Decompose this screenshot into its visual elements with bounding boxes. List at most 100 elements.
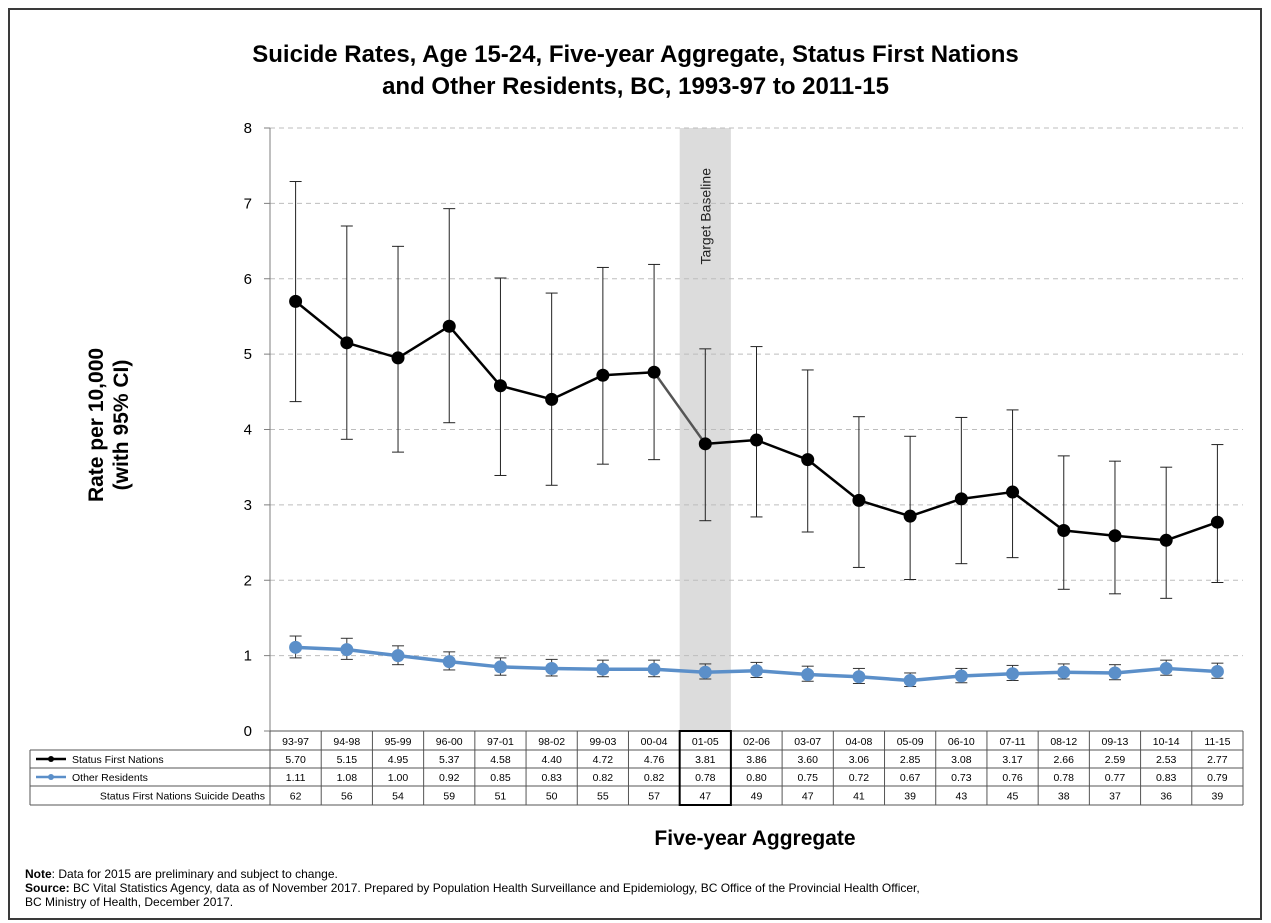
deaths-data-label: 55: [597, 791, 609, 803]
deaths-data-label: 39: [904, 791, 916, 803]
status-first-nations-line-segment: [345, 341, 400, 360]
other-residents-data-label: 0.80: [746, 772, 767, 784]
x-tick-label: 93-97: [282, 736, 309, 748]
status-first-nations-legend-label: Status First Nations: [72, 754, 164, 766]
x-tick-label: 08-12: [1050, 736, 1077, 748]
status-first-nations-point: [289, 294, 303, 308]
source-text-2: BC Ministry of Health, December 2017.: [25, 895, 234, 909]
status-first-nations-line-segment: [755, 438, 809, 461]
note-text: : Data for 2015 are preliminary and subj…: [51, 867, 338, 881]
source-line-2: BC Ministry of Health, December 2017.: [25, 895, 233, 909]
y-tick-label: 4: [244, 422, 252, 439]
other-residents-line-segment: [345, 647, 400, 658]
status-first-nations-data-label: 2.59: [1105, 754, 1126, 766]
other-residents-line-segment: [652, 667, 708, 674]
other-residents-data-label: 0.92: [439, 772, 460, 784]
deaths-data-label: 62: [290, 791, 302, 803]
x-tick-label: 01-05: [692, 736, 719, 748]
status-first-nations-data-label: 2.66: [1054, 754, 1075, 766]
other-residents-data-label: 0.78: [1054, 772, 1075, 784]
deaths-data-label: 36: [1160, 791, 1172, 803]
status-first-nations-point: [647, 365, 661, 379]
status-first-nations-data-label: 2.85: [900, 754, 921, 766]
target-baseline-column-box: [678, 730, 732, 806]
x-tick-label: 09-13: [1102, 736, 1129, 748]
other-residents-point: [340, 643, 354, 657]
other-residents-data-label: 1.11: [286, 772, 306, 784]
note-label: Note: [25, 867, 52, 881]
x-tick-label: 04-08: [845, 736, 872, 748]
status-first-nations-line-segment: [806, 458, 861, 502]
note-line: Note: Data for 2015 are preliminary and …: [25, 867, 338, 881]
status-first-nations-data-label: 3.06: [849, 754, 870, 766]
y-tick-label: 2: [244, 572, 252, 589]
status-first-nations-data-label: 3.86: [746, 754, 767, 766]
other-residents-data-label: 0.75: [797, 772, 818, 784]
other-residents-data-label: 0.82: [644, 772, 665, 784]
other-residents-point: [1057, 665, 1071, 679]
other-residents-line-segment: [857, 674, 912, 683]
status-first-nations-data-label: 4.40: [541, 754, 562, 766]
other-residents-point: [852, 670, 866, 684]
other-residents-point: [1159, 661, 1173, 675]
status-first-nations-point: [493, 379, 507, 393]
other-residents-point: [801, 667, 815, 681]
status-first-nations-line-segment: [960, 490, 1014, 501]
deaths-data-label: 57: [648, 791, 660, 803]
status-first-nations-line-segment: [550, 373, 605, 401]
other-residents-point: [442, 655, 456, 669]
status-first-nations-legend-marker: [48, 756, 54, 762]
deaths-data-label: 50: [546, 791, 558, 803]
other-residents-data-label: 0.77: [1105, 772, 1126, 784]
status-first-nations-data-label: 5.15: [337, 754, 358, 766]
other-residents-line-segment: [498, 665, 554, 671]
status-first-nations-point: [442, 319, 456, 333]
other-residents-point: [493, 660, 507, 674]
status-first-nations-data-label: 4.58: [490, 754, 511, 766]
other-residents-data-label: 0.83: [1156, 772, 1177, 784]
status-first-nations-point: [801, 453, 815, 467]
y-tick-label: 0: [244, 723, 252, 740]
other-residents-line-segment: [908, 674, 964, 683]
other-residents-point: [596, 662, 610, 676]
deaths-data-label: 43: [955, 791, 967, 803]
status-first-nations-point: [1159, 533, 1173, 547]
y-tick-label: 6: [244, 271, 252, 288]
other-residents-data-label: 0.85: [490, 772, 511, 784]
chart-frame: [8, 8, 1262, 920]
status-first-nations-line-segment: [857, 499, 912, 518]
status-first-nations-line-segment: [908, 497, 963, 518]
x-axis-label: Five-year Aggregate: [654, 827, 855, 850]
other-residents-line-segment: [703, 668, 759, 674]
status-first-nations-data-label: 3.60: [797, 754, 818, 766]
status-first-nations-point: [1006, 485, 1020, 499]
x-tick-label: 03-07: [794, 736, 821, 748]
other-residents-data-label: 1.08: [337, 772, 358, 784]
y-tick-label: 7: [244, 195, 252, 212]
deaths-data-label: 38: [1058, 791, 1070, 803]
y-tick-label: 3: [244, 497, 252, 514]
other-residents-legend-label: Other Residents: [72, 772, 148, 784]
status-first-nations-data-label: 2.77: [1207, 754, 1228, 766]
deaths-data-label: 47: [802, 791, 814, 803]
status-first-nations-line-segment: [601, 370, 656, 377]
status-first-nations-data-label: 5.70: [285, 754, 306, 766]
other-residents-data-label: 0.78: [695, 772, 716, 784]
status-first-nations-data-label: 3.81: [695, 754, 716, 766]
chart-title-line-1: Suicide Rates, Age 15-24, Five-year Aggr…: [252, 41, 1019, 68]
status-first-nations-data-label: 2.53: [1156, 754, 1177, 766]
other-residents-point: [647, 662, 661, 676]
other-residents-line-segment: [1164, 666, 1220, 674]
other-residents-data-label: 0.72: [849, 772, 870, 784]
deaths-data-label: 51: [495, 791, 507, 803]
status-first-nations-line-segment: [1011, 490, 1066, 532]
other-residents-point: [545, 661, 559, 675]
status-first-nations-data-label: 4.95: [388, 754, 409, 766]
other-residents-point: [954, 669, 968, 683]
other-residents-line-segment: [447, 659, 503, 669]
status-first-nations-point: [903, 509, 917, 523]
status-first-nations-data-label: 5.37: [439, 754, 460, 766]
status-first-nations-line-segment: [1164, 520, 1219, 542]
deaths-data-label: 49: [751, 791, 763, 803]
